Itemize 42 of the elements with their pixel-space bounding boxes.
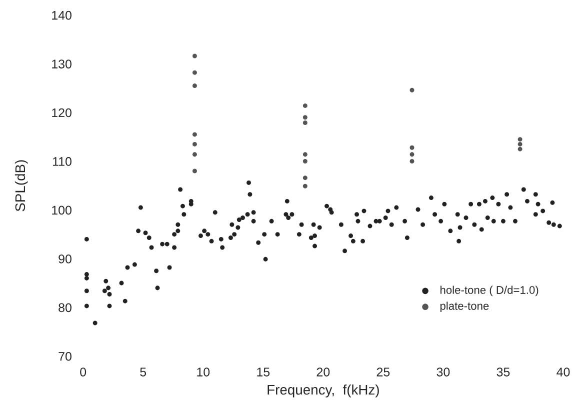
point: [518, 142, 522, 146]
legend-label: hole-tone ( D/d=1.0): [440, 286, 538, 296]
point: [192, 83, 197, 88]
x-tick-label: 5: [140, 368, 146, 376]
point: [302, 103, 308, 108]
point: [192, 132, 197, 137]
point: [410, 159, 414, 164]
x-tick-label: 20: [316, 368, 330, 376]
legend-label: plate-tone: [440, 302, 489, 312]
y-tick-label: 70: [58, 352, 72, 361]
point: [302, 120, 308, 126]
y-tick-label: 100: [52, 206, 72, 215]
y-tick-label: 120: [52, 108, 72, 118]
x-tick-label: 40: [556, 368, 570, 376]
x-tick-label: 30: [436, 368, 450, 376]
y-tick-label: 90: [58, 254, 72, 264]
x-tick-label: 35: [496, 368, 510, 376]
point: [192, 152, 197, 157]
point: [518, 137, 522, 142]
point: [192, 70, 197, 75]
point: [302, 176, 308, 180]
point: [302, 152, 308, 157]
x-tick-label: 10: [197, 368, 210, 376]
point: [410, 152, 414, 157]
point: [302, 115, 308, 120]
point: [518, 146, 522, 152]
point: [192, 54, 197, 58]
y-tick-label: 140: [52, 10, 72, 20]
point: [410, 88, 414, 92]
x-tick-label: 15: [257, 368, 270, 376]
x-axis-title: Frequency, f(kHz): [268, 384, 379, 398]
y-tick-label: 110: [52, 157, 72, 166]
point: [192, 168, 197, 174]
point: [192, 142, 197, 146]
x-tick-label: 0: [80, 368, 86, 376]
y-axis-title: SPL(dB): [14, 160, 28, 212]
y-tick-label: 80: [58, 303, 72, 312]
y-tick-label: 130: [52, 60, 72, 68]
x-tick-label: 25: [376, 368, 390, 376]
point: [410, 145, 414, 150]
point: [302, 159, 308, 164]
point: [302, 184, 308, 188]
